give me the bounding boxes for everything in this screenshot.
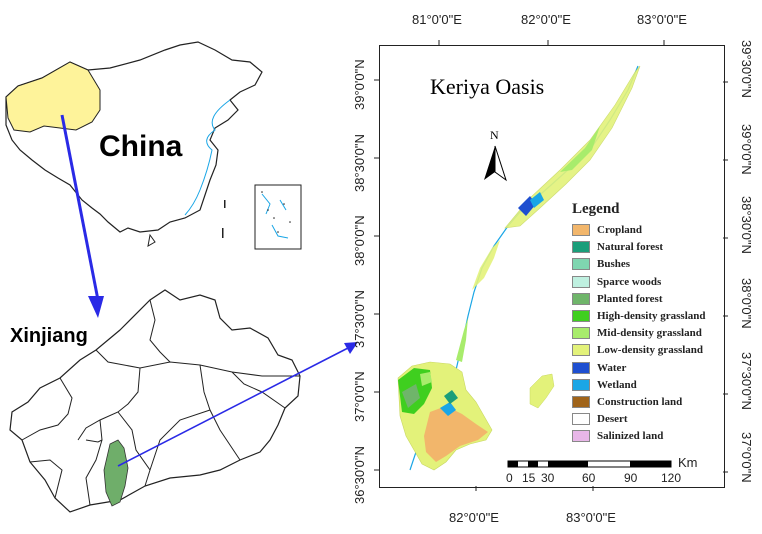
coastline-blue [184, 99, 231, 216]
legend-item: Salinized land [572, 428, 663, 444]
legend-swatch [572, 224, 590, 236]
legend-item: Planted forest [572, 291, 662, 307]
north-label: N [490, 128, 499, 142]
scale-label-60: 60 [582, 471, 596, 485]
legend-item: Low-density grassland [572, 342, 703, 358]
lat-left-6: 36°30'0"N [352, 446, 367, 504]
upper-mid-grassland [560, 126, 600, 172]
arrow-china-to-xinjiang [88, 296, 104, 318]
scale-label-90: 90 [624, 471, 638, 485]
xinjiang-label: Xinjiang [10, 325, 88, 347]
lat-right-3: 38°30'0"N [739, 196, 754, 254]
legend-item: Natural forest [572, 239, 663, 255]
scale-label-30: 30 [541, 471, 555, 485]
legend-item: Wetland [572, 377, 637, 393]
lon-top-3: 83°0'0"E [637, 12, 687, 27]
lat-left-3: 38°0'0"N [352, 215, 367, 266]
scale-label-15: 15 [522, 471, 536, 485]
legend: Cropland Natural forest Bushes Sparce woods… [572, 222, 722, 447]
lat-right-4: 38°0'0"N [739, 278, 754, 329]
legend-swatch [572, 327, 590, 340]
legend-swatch [572, 430, 590, 443]
scale-label-0: 0 [506, 471, 513, 485]
lat-right-1: 39°30'0"N [739, 40, 754, 98]
legend-label: Bushes [597, 258, 631, 271]
lat-right-6: 37°0'0"N [739, 432, 754, 483]
lon-bottom-2: 83°0'0"E [566, 510, 616, 525]
legend-label: Planted forest [597, 292, 663, 305]
xinjiang-highlight-china [5, 61, 101, 133]
legend-item: High-density grassland [572, 308, 706, 324]
legend-item: Cropland [572, 222, 642, 238]
legend-label: High-density grassland [597, 310, 706, 322]
lat-right-5: 37°30'0"N [739, 352, 754, 410]
legend-swatch [572, 378, 590, 391]
arrow-xinjiang-to-keriya [344, 342, 358, 354]
legend-label: Mid-density grassland [597, 327, 702, 340]
legend-label: Water [597, 361, 627, 374]
lat-left-4: 37°30'0"N [352, 290, 367, 348]
lon-top-1: 81°0'0"E [412, 12, 462, 27]
xinjiang-outline [9, 289, 301, 513]
legend-label: Natural forest [597, 241, 664, 254]
legend-swatch [572, 344, 590, 357]
cropland-area [424, 406, 488, 462]
lon-top-2: 82°0'0"E [521, 12, 571, 27]
legend-item: Sparce woods [572, 274, 661, 290]
legend-swatch [572, 241, 590, 254]
legend-item: Mid-density grassland [572, 325, 702, 341]
legend-label: Construction land [597, 396, 683, 408]
legend-item: Desert [572, 411, 628, 427]
legend-label: Desert [597, 413, 628, 426]
china-label: China [99, 130, 183, 163]
legend-label: Salinized land [597, 430, 664, 443]
legend-swatch [572, 413, 590, 426]
upper-grassland [504, 65, 641, 229]
legend-swatch [572, 292, 590, 305]
legend-swatch [572, 396, 590, 408]
legend-swatch [572, 258, 590, 271]
lat-right-2: 39°0'0"N [739, 124, 754, 175]
legend-item: Construction land [572, 394, 682, 410]
scale-label-120: 120 [661, 471, 682, 485]
legend-label: Wetland [597, 378, 637, 391]
legend-title: Legend [572, 201, 620, 217]
lat-left-5: 37°0'0"N [352, 371, 367, 422]
legend-swatch [572, 275, 590, 288]
map-title: Keriya Oasis [430, 74, 545, 99]
legend-label: Cropland [597, 224, 643, 236]
legend-label: Low-density grassland [597, 344, 704, 357]
legend-item: Water [572, 360, 626, 376]
lon-bottom-1: 82°0'0"E [449, 510, 499, 525]
legend-label: Sparce woods [597, 275, 662, 288]
scale-unit: Km [678, 455, 698, 470]
keriya-region-highlight [103, 439, 129, 507]
lat-left-1: 39°0'0"N [352, 59, 367, 110]
scale-bar [507, 460, 672, 468]
south-china-sea-inset [254, 184, 302, 250]
legend-item: Bushes [572, 256, 630, 272]
legend-swatch [572, 310, 590, 322]
lat-left-2: 38°30'0"N [352, 134, 367, 192]
legend-swatch [572, 361, 590, 374]
